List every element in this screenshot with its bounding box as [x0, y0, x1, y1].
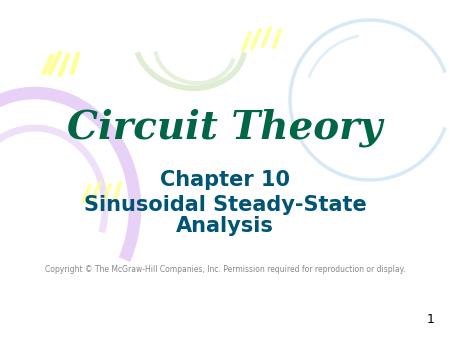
- Text: 1: 1: [427, 313, 435, 326]
- Text: Analysis: Analysis: [176, 216, 274, 236]
- Text: Circuit Theory: Circuit Theory: [68, 109, 382, 147]
- Text: Sinusoidal Steady-State: Sinusoidal Steady-State: [84, 195, 366, 215]
- Text: Copyright © The McGraw-Hill Companies, Inc. Permission required for reproduction: Copyright © The McGraw-Hill Companies, I…: [45, 266, 405, 274]
- Text: Chapter 10: Chapter 10: [160, 170, 290, 190]
